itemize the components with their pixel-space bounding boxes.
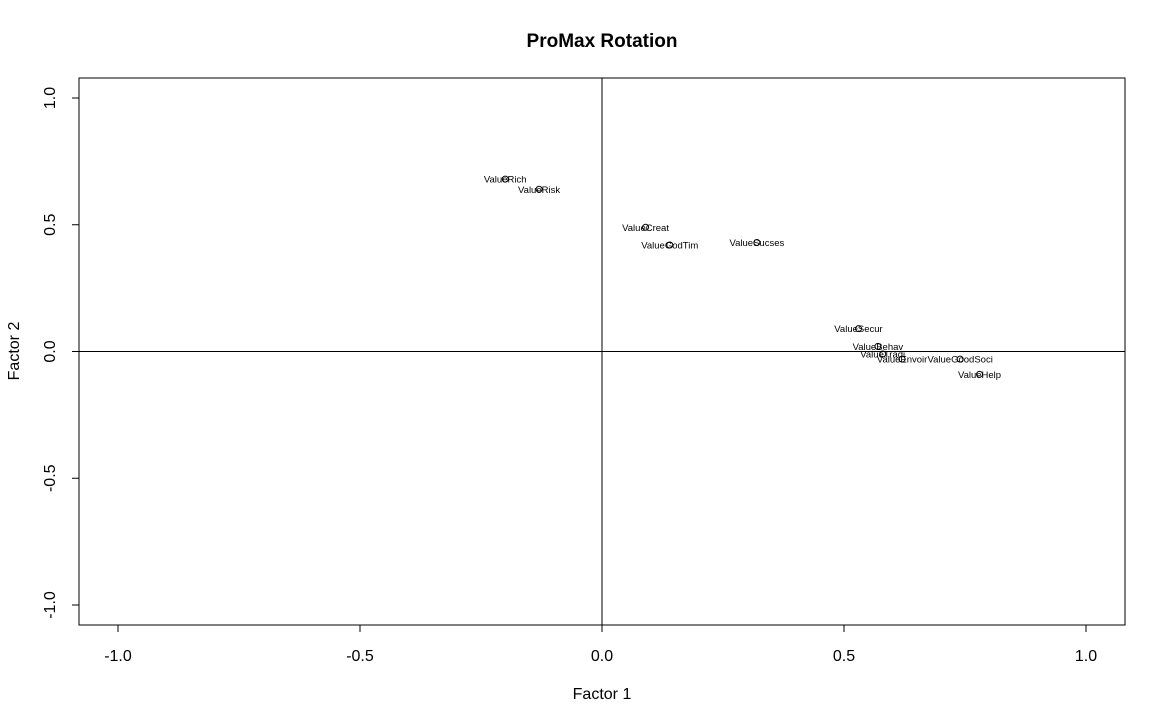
point-label: ValueRich — [484, 175, 527, 186]
x-axis-label: Factor 1 — [573, 686, 632, 703]
x-tick-label: 1.0 — [1075, 648, 1097, 665]
data-point: ValueTradi — [860, 350, 905, 361]
data-point: ValueGodTim — [641, 241, 698, 252]
point-marker — [956, 355, 964, 363]
y-tick-label: -1.0 — [42, 591, 59, 619]
point-label: ValueSucses — [730, 238, 785, 249]
point-label: ValueEnvoir — [877, 355, 928, 366]
x-tick-label: -0.5 — [346, 648, 374, 665]
chart-title: ProMax Rotation — [527, 31, 678, 52]
point-marker — [501, 175, 509, 183]
y-tick-label: 0.5 — [42, 214, 59, 236]
point-marker — [879, 350, 887, 358]
x-axis: -1.0 -0.5 0.0 0.5 1.0 — [104, 624, 1097, 665]
y-tick-label: -0.5 — [42, 464, 59, 492]
y-tick-label: 1.0 — [42, 87, 59, 109]
point-label: ValueBehav — [853, 342, 904, 353]
point-label: ValueGoodSoci — [928, 355, 993, 366]
data-point: ValueSucses — [730, 238, 785, 249]
point-marker — [666, 241, 674, 249]
data-point: ValueBehav — [853, 342, 904, 353]
point-label: ValueRisk — [518, 185, 560, 196]
point-marker — [855, 325, 863, 333]
point-marker — [753, 238, 761, 246]
point-marker — [535, 185, 543, 193]
point-label: ValueTradi — [860, 350, 905, 361]
data-point: ValueGoodSoci — [928, 355, 993, 366]
y-tick-label: 0.0 — [42, 340, 59, 362]
x-tick-label: 0.5 — [833, 648, 855, 665]
point-label: ValueHelp — [958, 370, 1001, 381]
point-label: ValueGodTim — [641, 241, 698, 252]
data-point: ValueRich — [484, 175, 527, 186]
data-point: ValueCreat — [622, 223, 669, 234]
point-label: ValueCreat — [622, 223, 669, 234]
data-point: ValueEnvoir — [877, 355, 928, 366]
x-tick-label: 0.0 — [591, 648, 613, 665]
point-marker — [976, 370, 984, 378]
point-marker — [898, 355, 906, 363]
x-tick-label: -1.0 — [104, 648, 132, 665]
data-point: ValueRisk — [518, 185, 560, 196]
data-point: ValueSecur — [834, 324, 882, 335]
y-axis: -1.0 -0.5 0.0 0.5 1.0 — [42, 87, 80, 619]
point-marker — [642, 223, 650, 231]
point-label: ValueSecur — [834, 324, 882, 335]
point-marker — [874, 342, 882, 350]
data-point: ValueHelp — [958, 370, 1001, 381]
y-axis-label: Factor 2 — [6, 322, 23, 381]
